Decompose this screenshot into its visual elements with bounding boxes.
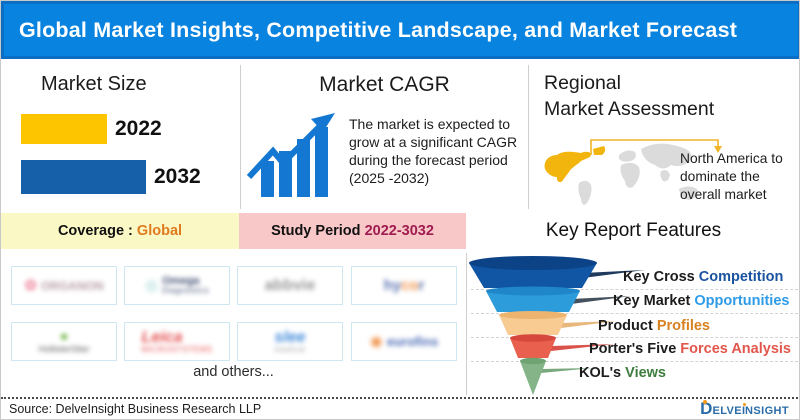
key-report-features-title: Key Report Features xyxy=(466,213,799,249)
company-logo-hycor: hycor xyxy=(351,266,457,305)
feature-prefix: Product xyxy=(598,318,657,334)
column-divider xyxy=(240,65,241,209)
feature-product-profiles: Product Profiles xyxy=(598,318,710,334)
feature-prefix: Key Market xyxy=(613,293,695,309)
brand-letter-i: I xyxy=(741,402,747,417)
feature-highlight: Competition xyxy=(698,269,784,285)
and-others-label: and others... xyxy=(193,364,274,380)
company-logo-abbvie: abbvie xyxy=(237,266,343,305)
market-size-bar-2022 xyxy=(21,114,107,144)
world-map-icon xyxy=(544,139,722,205)
brand-letter-d: D xyxy=(700,399,713,418)
funnel-diagram xyxy=(469,256,645,395)
coverage-label: Coverage : xyxy=(57,223,137,239)
feature-key-market-opportunities: Key Market Opportunities xyxy=(613,293,789,309)
market-size-year-2032: 2032 xyxy=(154,165,201,188)
study-period-value: 2022-3032 xyxy=(364,223,434,239)
market-size-title: Market Size xyxy=(41,73,147,95)
study-period-label: Study Period xyxy=(271,223,365,239)
market-cagr-description: The market is expected to grow at a sign… xyxy=(349,116,518,186)
feature-prefix: Porter's Five xyxy=(589,341,681,357)
feature-highlight: Opportunities xyxy=(694,293,790,309)
omega-diagnostics-logo-icon: ◎ xyxy=(145,277,159,294)
title-banner: Global Market Insights, Competitive Land… xyxy=(1,1,799,59)
market-size-bar-2032 xyxy=(21,160,146,194)
coverage-value: Global xyxy=(136,223,183,239)
organon-logo-icon: ✿ xyxy=(24,277,37,294)
regional-title: Regional Market Assessment xyxy=(544,70,714,122)
delveinsight-logo: D ELVE I NSIGHT xyxy=(700,399,789,419)
page-title: Global Market Insights, Competitive Land… xyxy=(19,17,738,42)
regional-title-line1: Regional xyxy=(544,72,621,94)
brand-text: ELVE xyxy=(712,405,742,417)
feature-highlight: Profiles xyxy=(656,318,710,334)
hollisterstier-logo-icon: ● xyxy=(59,328,69,345)
company-logo-omega-diagnostics: ◎ Omega Diagnostics xyxy=(124,266,230,305)
feature-highlight: Forces Analysis xyxy=(680,341,791,357)
dashed-separator xyxy=(471,361,798,362)
feature-porters-five-forces: Porter's Five Forces Analysis xyxy=(589,341,791,357)
dashed-separator xyxy=(471,289,798,290)
feature-prefix: Key Cross xyxy=(623,269,699,285)
regional-title-line2: Market Assessment xyxy=(544,98,715,120)
feature-kols-views: KOL's Views xyxy=(579,365,666,381)
market-cagr-title: Market CAGR xyxy=(319,73,450,96)
study-period-cell: Study Period 2022-3032 xyxy=(239,213,466,249)
company-logo-slee: slee medical xyxy=(237,322,343,361)
dashed-separator xyxy=(471,313,798,314)
eurofins-logo-icon: ◉ xyxy=(369,333,383,350)
feature-highlight: Views xyxy=(625,365,667,381)
source-text: Source: DelveInsight Business Research L… xyxy=(9,402,262,416)
brand-text: NSIGHT xyxy=(745,405,789,417)
growth-chart-icon xyxy=(247,113,335,197)
market-size-year-2022: 2022 xyxy=(115,117,162,140)
regional-note: North America to dominate the overall ma… xyxy=(680,151,783,202)
company-logo-hollisterstier: ● HollisterStier xyxy=(11,322,117,361)
footer-dotted-line xyxy=(1,397,799,399)
column-divider xyxy=(528,65,529,209)
feature-prefix: KOL's xyxy=(579,365,626,381)
company-logo-organon: ✿ ORGANON xyxy=(11,266,117,305)
company-logo-eurofins: ◉ eurofins xyxy=(351,322,457,361)
feature-key-cross-competition: Key Cross Competition xyxy=(623,269,783,285)
coverage-cell: Coverage : Global xyxy=(1,213,239,249)
section-divider xyxy=(466,253,467,395)
company-logo-leica: Leica MICROSYSTEMS xyxy=(124,322,230,361)
dashed-separator xyxy=(471,337,798,338)
